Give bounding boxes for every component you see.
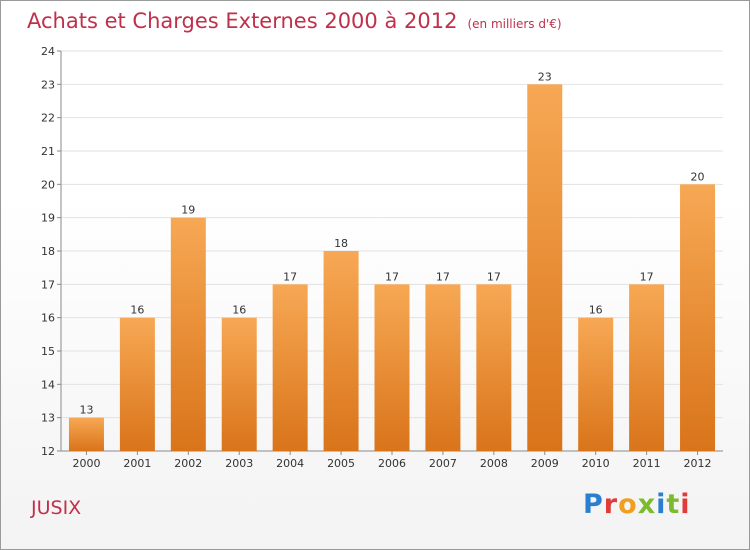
bar	[272, 284, 308, 451]
data-label: 23	[538, 70, 552, 83]
logo-letter: t	[666, 489, 681, 520]
bar	[476, 284, 512, 451]
y-tick-label: 22	[41, 112, 55, 125]
logo-letter: o	[618, 489, 638, 520]
y-tick-label: 15	[41, 345, 55, 358]
x-tick-label: 2002	[174, 457, 202, 470]
bar	[323, 251, 359, 451]
data-label: 17	[640, 270, 654, 283]
y-tick-label: 21	[41, 145, 55, 158]
bar	[680, 184, 716, 452]
data-label: 17	[385, 270, 399, 283]
bar	[578, 317, 614, 451]
logo-letter: P	[583, 489, 604, 520]
y-tick-label: 24	[41, 45, 55, 58]
data-label: 20	[691, 170, 705, 183]
y-tick-label: 17	[41, 278, 55, 291]
logo-letter: i	[656, 489, 667, 520]
x-tick-label: 2010	[582, 457, 610, 470]
x-tick-label: 2001	[123, 457, 151, 470]
data-label: 17	[436, 270, 450, 283]
data-label: 17	[487, 270, 501, 283]
data-label: 17	[283, 270, 297, 283]
x-tick-label: 2007	[429, 457, 457, 470]
x-tick-label: 2012	[684, 457, 712, 470]
chart-subtitle: (en milliers d'€)	[467, 17, 562, 31]
y-tick-label: 16	[41, 312, 55, 325]
logo-letter: i	[680, 489, 691, 520]
data-label: 13	[79, 404, 93, 417]
data-label: 16	[130, 304, 144, 317]
bar	[527, 84, 563, 451]
chart-title-text: Achats et Charges Externes 2000 à 2012	[27, 9, 458, 33]
logo-letter: r	[603, 489, 619, 520]
bar	[374, 284, 410, 451]
x-tick-label: 2005	[327, 457, 355, 470]
bar	[425, 284, 461, 451]
data-label: 19	[181, 204, 195, 217]
x-tick-label: 2009	[531, 457, 559, 470]
chart-title: Achats et Charges Externes 2000 à 2012 (e…	[27, 9, 562, 33]
data-label: 18	[334, 237, 348, 250]
proxiti-logo[interactable]: Proxiti	[583, 489, 691, 520]
y-tick-label: 23	[41, 78, 55, 91]
x-tick-label: 2000	[72, 457, 100, 470]
data-label: 16	[232, 304, 246, 317]
y-tick-label: 19	[41, 212, 55, 225]
y-tick-label: 14	[41, 378, 55, 391]
x-tick-label: 2008	[480, 457, 508, 470]
bar	[119, 317, 155, 451]
bar	[221, 317, 257, 451]
x-tick-label: 2011	[633, 457, 661, 470]
x-tick-label: 2003	[225, 457, 253, 470]
x-tick-label: 2004	[276, 457, 304, 470]
logo-letter: x	[637, 489, 657, 520]
place-name: JUSIX	[31, 497, 82, 519]
y-tick-label: 12	[41, 445, 55, 458]
y-tick-label: 13	[41, 412, 55, 425]
y-tick-label: 20	[41, 178, 55, 191]
x-tick-label: 2006	[378, 457, 406, 470]
y-tick-label: 18	[41, 245, 55, 258]
data-label: 16	[589, 304, 603, 317]
bar	[68, 417, 104, 451]
bar	[170, 217, 206, 451]
bar	[629, 284, 665, 451]
